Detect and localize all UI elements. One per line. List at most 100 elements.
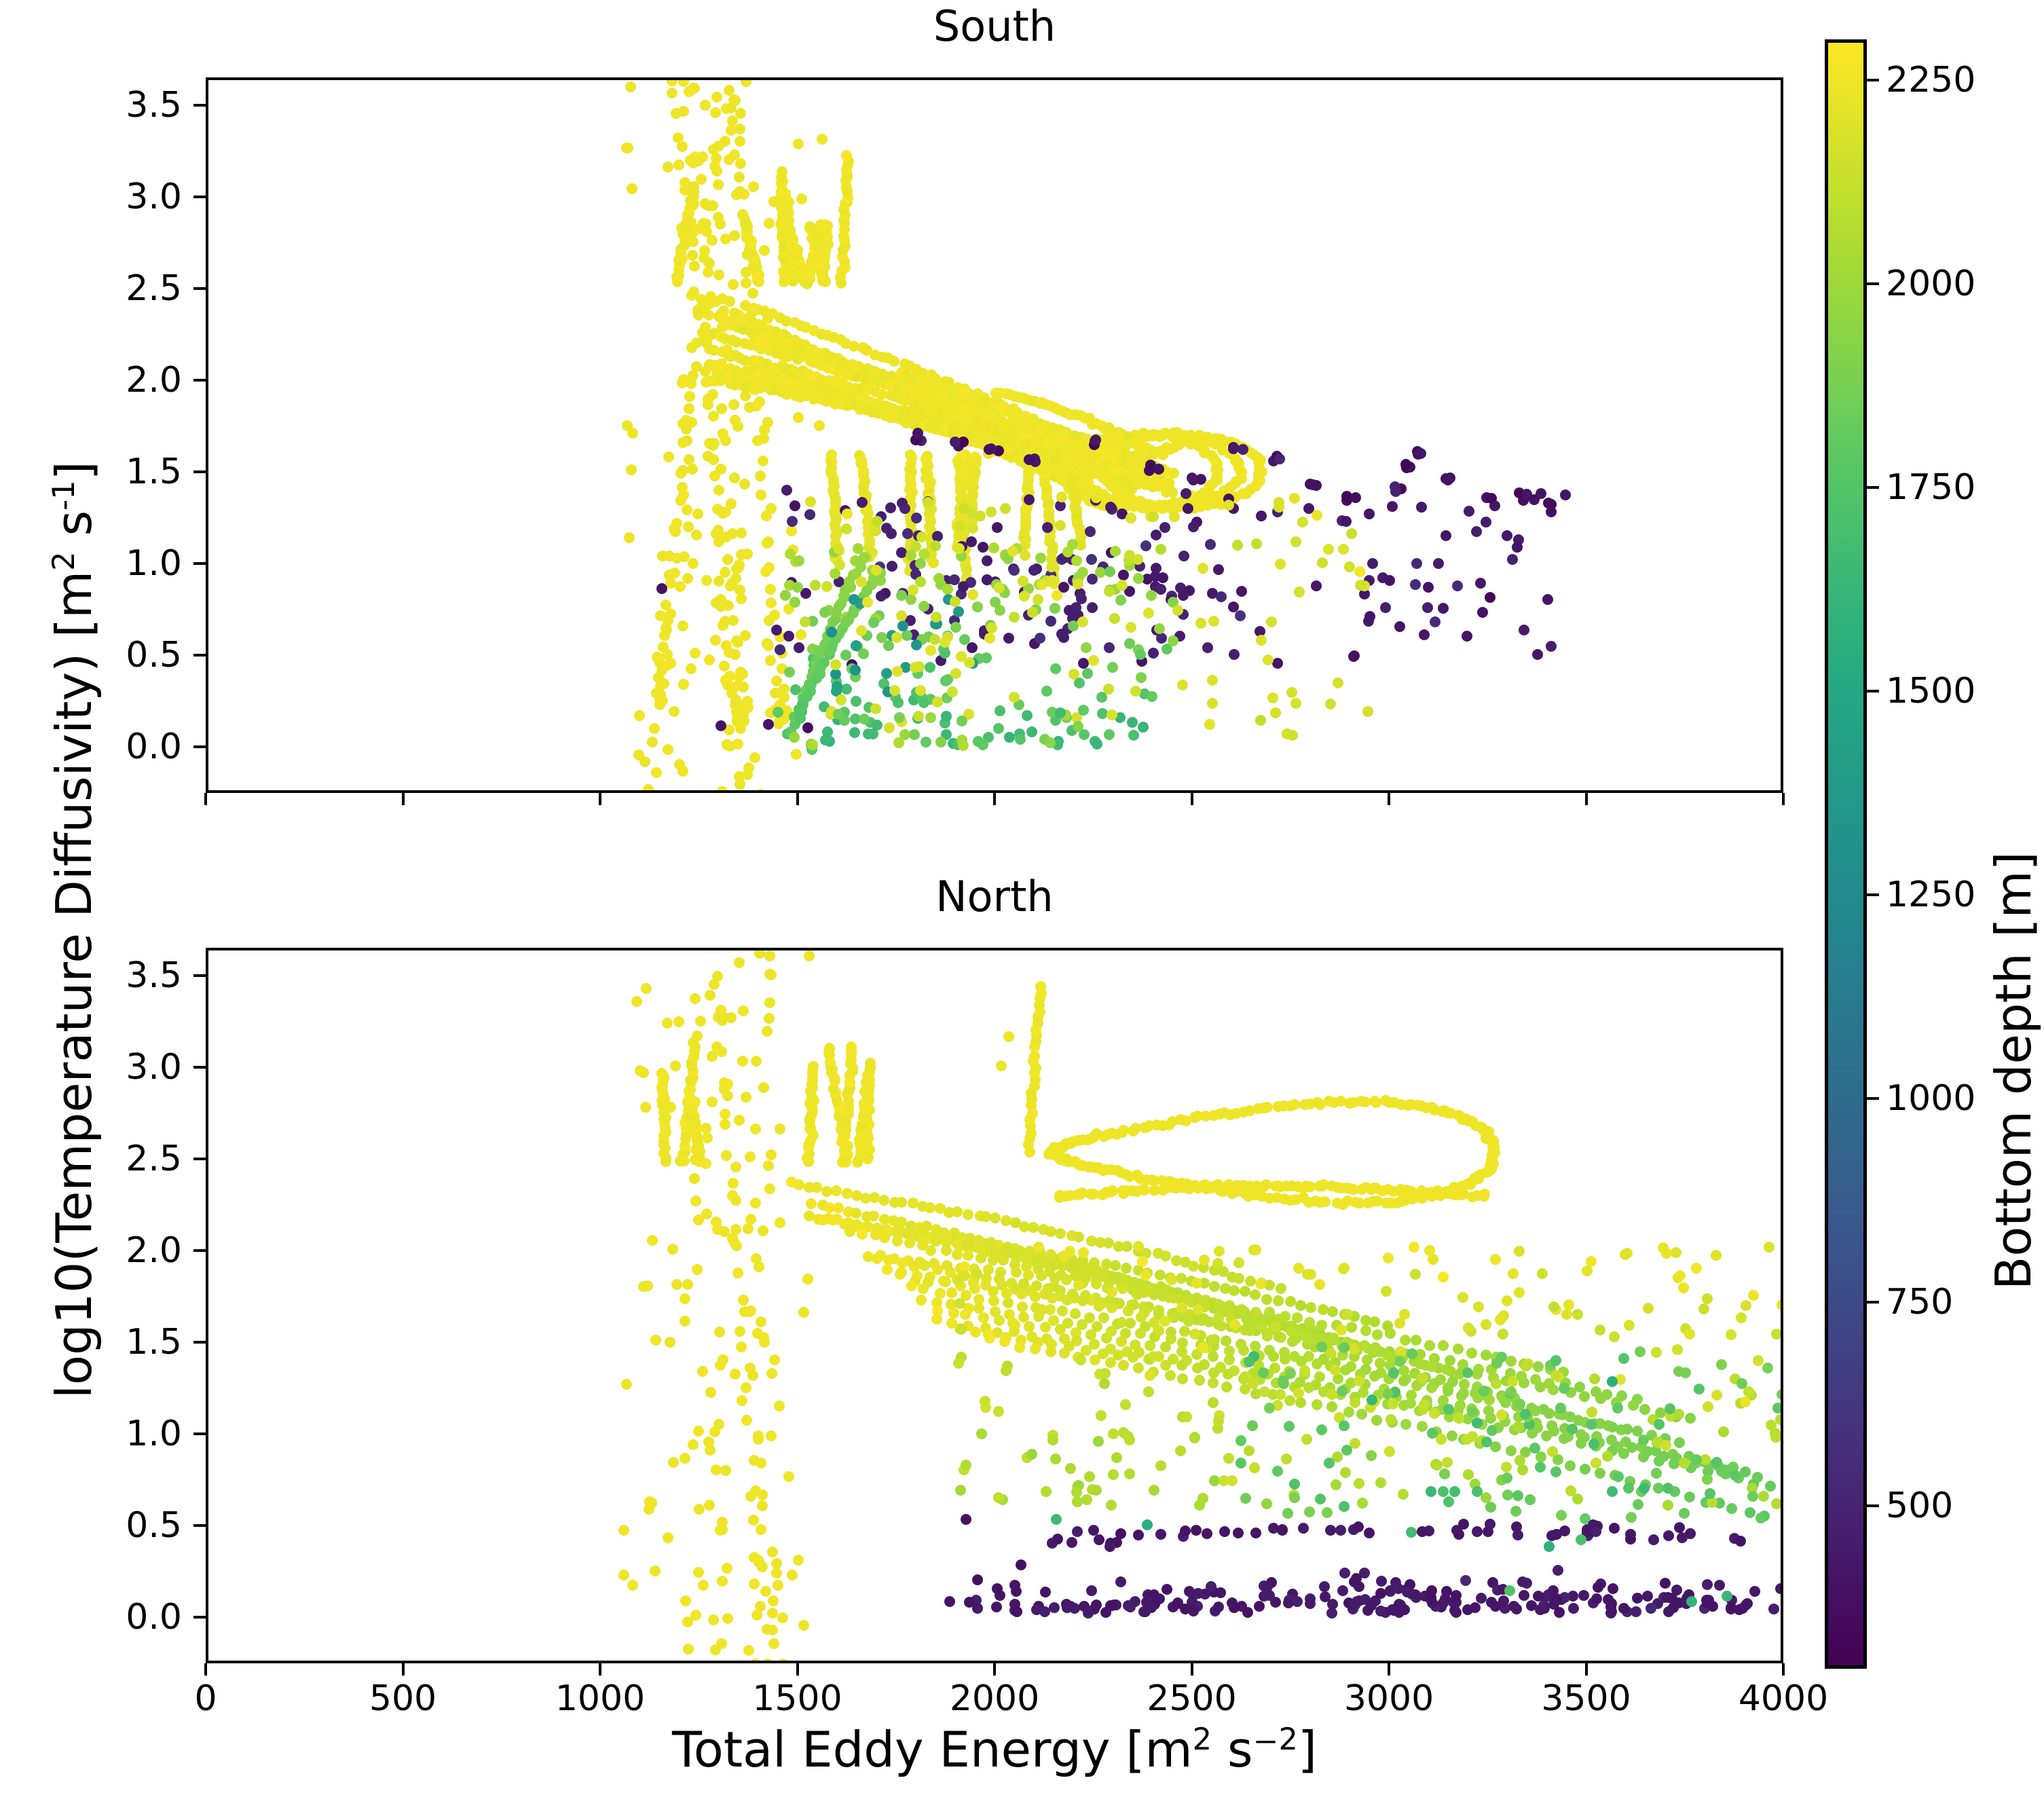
data-point <box>991 522 1003 534</box>
data-point <box>749 752 760 763</box>
data-point <box>667 1243 679 1255</box>
data-point <box>1212 1298 1223 1310</box>
data-point <box>960 1239 971 1251</box>
colorbar[interactable] <box>1825 39 1867 1669</box>
data-point <box>1595 1325 1606 1336</box>
south-x-tickmark <box>1388 793 1390 805</box>
data-point <box>1104 502 1116 513</box>
data-point <box>1390 486 1402 498</box>
data-point <box>896 1196 908 1208</box>
data-point <box>1106 1302 1117 1314</box>
data-point <box>1653 1456 1665 1467</box>
data-point <box>670 1060 682 1071</box>
data-point <box>1672 1344 1684 1355</box>
north-y-tickmark <box>193 1157 206 1160</box>
data-point <box>1752 1354 1764 1366</box>
data-point <box>1417 1373 1428 1384</box>
data-point <box>1169 511 1181 522</box>
data-point <box>655 688 667 700</box>
data-point <box>1028 564 1039 576</box>
data-point <box>1250 1306 1261 1318</box>
data-point <box>832 708 844 720</box>
data-point <box>1755 1513 1766 1524</box>
north-x-tick-label: 3500 <box>1541 1678 1631 1719</box>
data-point <box>1555 1402 1566 1413</box>
data-point <box>1336 1386 1348 1397</box>
data-point <box>650 1334 662 1346</box>
data-point <box>1275 1282 1286 1294</box>
data-point <box>671 1279 682 1291</box>
data-point <box>718 1354 729 1366</box>
data-point <box>1191 1363 1203 1374</box>
data-point <box>849 727 860 739</box>
data-point <box>1443 1496 1454 1507</box>
data-point <box>1398 1489 1409 1500</box>
data-point <box>947 686 959 698</box>
data-point <box>1460 1575 1471 1587</box>
data-point <box>815 219 826 231</box>
north-y-tickmark <box>193 1524 206 1528</box>
data-point <box>1314 1279 1325 1291</box>
data-point <box>1073 1231 1085 1242</box>
data-point <box>1726 1329 1737 1340</box>
data-point <box>795 712 806 724</box>
data-point <box>1124 1435 1136 1446</box>
data-point <box>1115 1576 1126 1588</box>
data-point <box>1071 1487 1083 1498</box>
data-point <box>1546 506 1557 517</box>
plot-area-south[interactable] <box>206 77 1783 793</box>
data-point <box>739 478 750 489</box>
data-point <box>1559 489 1571 500</box>
data-point <box>1101 1332 1113 1344</box>
data-point <box>1590 1457 1601 1468</box>
data-point <box>1502 1473 1513 1484</box>
data-point <box>931 611 942 623</box>
data-point <box>1352 1521 1364 1533</box>
data-point <box>993 1405 1005 1417</box>
data-point <box>1591 1593 1602 1604</box>
data-point <box>708 410 720 422</box>
data-point <box>1353 1478 1364 1490</box>
data-point <box>1197 562 1208 574</box>
data-point <box>1426 1427 1438 1439</box>
north-x-tickmark <box>1584 1663 1588 1676</box>
data-point <box>1595 1392 1607 1404</box>
data-point <box>978 542 989 553</box>
data-point <box>1167 635 1178 647</box>
data-point <box>682 573 693 585</box>
data-point <box>1438 1272 1449 1283</box>
data-point <box>1654 1418 1665 1430</box>
data-point <box>740 80 751 88</box>
data-point <box>1627 1400 1639 1411</box>
data-point <box>1155 584 1166 595</box>
data-point <box>1512 1490 1523 1501</box>
data-point <box>980 652 992 663</box>
north-y-tick-label: 0.5 <box>126 1505 182 1547</box>
data-point <box>1416 501 1428 513</box>
data-point <box>1480 1349 1491 1361</box>
south-y-tick-label: 2.5 <box>126 267 182 309</box>
data-point <box>679 1452 690 1464</box>
data-point <box>1019 590 1030 602</box>
data-point <box>1007 546 1018 557</box>
south-y-tick-label: 2.0 <box>126 359 182 401</box>
data-point <box>1104 1357 1116 1369</box>
data-point <box>1586 1407 1597 1418</box>
data-point <box>677 437 688 449</box>
data-point <box>1608 1583 1619 1594</box>
data-point <box>849 665 861 676</box>
plot-area-north[interactable] <box>206 948 1783 1663</box>
data-point <box>946 1287 957 1299</box>
data-point <box>693 1567 705 1578</box>
data-point <box>1154 623 1166 634</box>
data-point <box>777 1612 789 1623</box>
data-point <box>1235 466 1247 478</box>
data-point <box>793 138 804 149</box>
data-point <box>780 589 792 601</box>
data-point <box>960 1513 971 1525</box>
data-point <box>1179 1325 1191 1337</box>
data-point <box>1011 1267 1022 1278</box>
data-point <box>1565 1460 1576 1471</box>
data-point <box>794 642 805 653</box>
data-point <box>702 266 713 278</box>
